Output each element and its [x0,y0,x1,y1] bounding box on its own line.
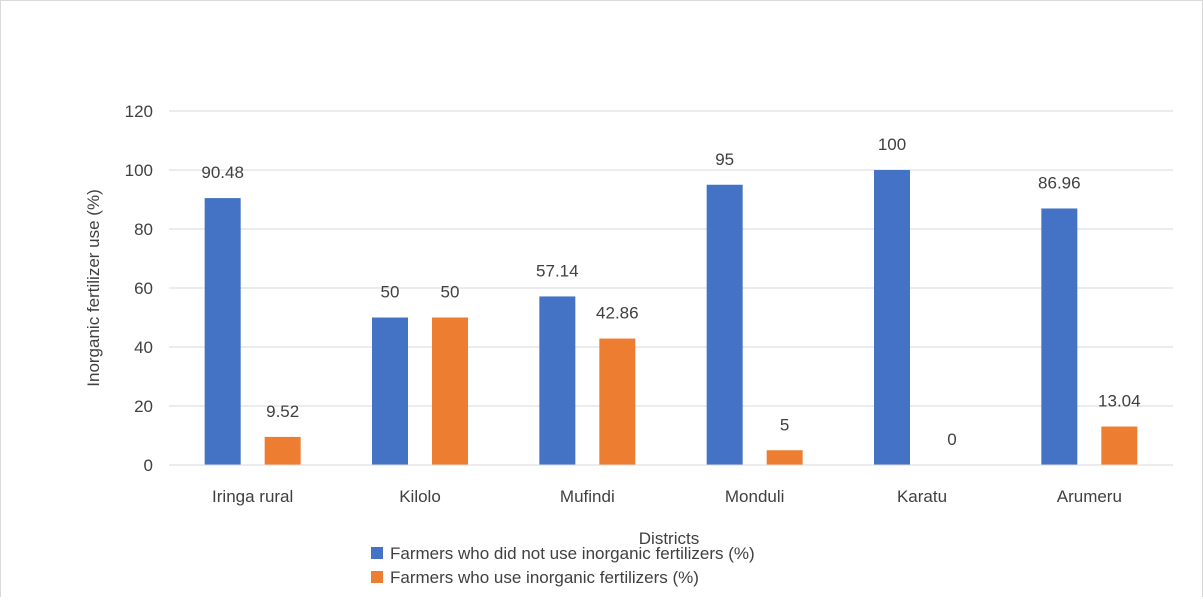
data-label: 0 [947,430,956,449]
y-tick-label: 120 [125,102,153,121]
x-axis-title: Districts [639,529,699,548]
data-labels: 90.48 9.52 50 50 57.14 42.86 95 5 100 0 86.96 13.04 [201,135,1140,449]
data-label: 50 [381,283,400,302]
bar-did-not-use [874,170,910,465]
data-label: 42.86 [596,304,639,323]
x-tick-label: Arumeru [1057,487,1122,506]
data-label: 9.52 [266,402,299,421]
bar-use [264,436,301,465]
bar-did-not-use [372,317,408,465]
data-label: 90.48 [201,163,244,182]
y-tick-label: 100 [125,161,153,180]
y-tick-label: 0 [144,456,153,475]
bar-use [599,338,636,465]
legend-label: Farmers who did not use inorganic fertil… [390,544,755,563]
data-label: 13.04 [1098,392,1141,411]
data-label: 5 [780,415,789,434]
legend-swatch [371,571,383,583]
bar-did-not-use [706,184,743,465]
x-tick-label: Monduli [725,487,785,506]
data-label: 100 [878,135,906,154]
data-label: 50 [441,283,460,302]
x-tick-label: Iringa rural [212,487,293,506]
y-tick-label: 80 [134,220,153,239]
bars [204,170,1138,466]
legend: Farmers who did not use inorganic fertil… [371,544,755,587]
y-tick-label: 40 [134,338,153,357]
bar-did-not-use [539,296,576,465]
x-tick-label: Karatu [897,487,947,506]
bar-did-not-use [1041,208,1078,465]
bar-use [1101,426,1138,465]
y-tick-label: 60 [134,279,153,298]
legend-swatch [371,547,383,559]
bar-did-not-use [204,198,241,466]
y-tick-label: 20 [134,397,153,416]
x-tick-label: Mufindi [560,487,615,506]
y-axis-title: Inorganic fertilizer use (%) [84,189,103,386]
y-axis-ticks: 0 20 40 60 80 100 120 [125,102,153,475]
data-label: 86.96 [1038,173,1081,192]
legend-label: Farmers who use inorganic fertilizers (%… [390,568,699,587]
x-tick-label: Kilolo [399,487,441,506]
gridlines [169,110,1173,407]
bar-use [432,317,468,465]
x-axis-ticks: Iringa rural Kilolo Mufindi Monduli Karatu Ar… [212,487,1122,506]
bar-use [766,450,803,465]
data-label: 57.14 [536,261,579,280]
data-label: 95 [715,150,734,169]
